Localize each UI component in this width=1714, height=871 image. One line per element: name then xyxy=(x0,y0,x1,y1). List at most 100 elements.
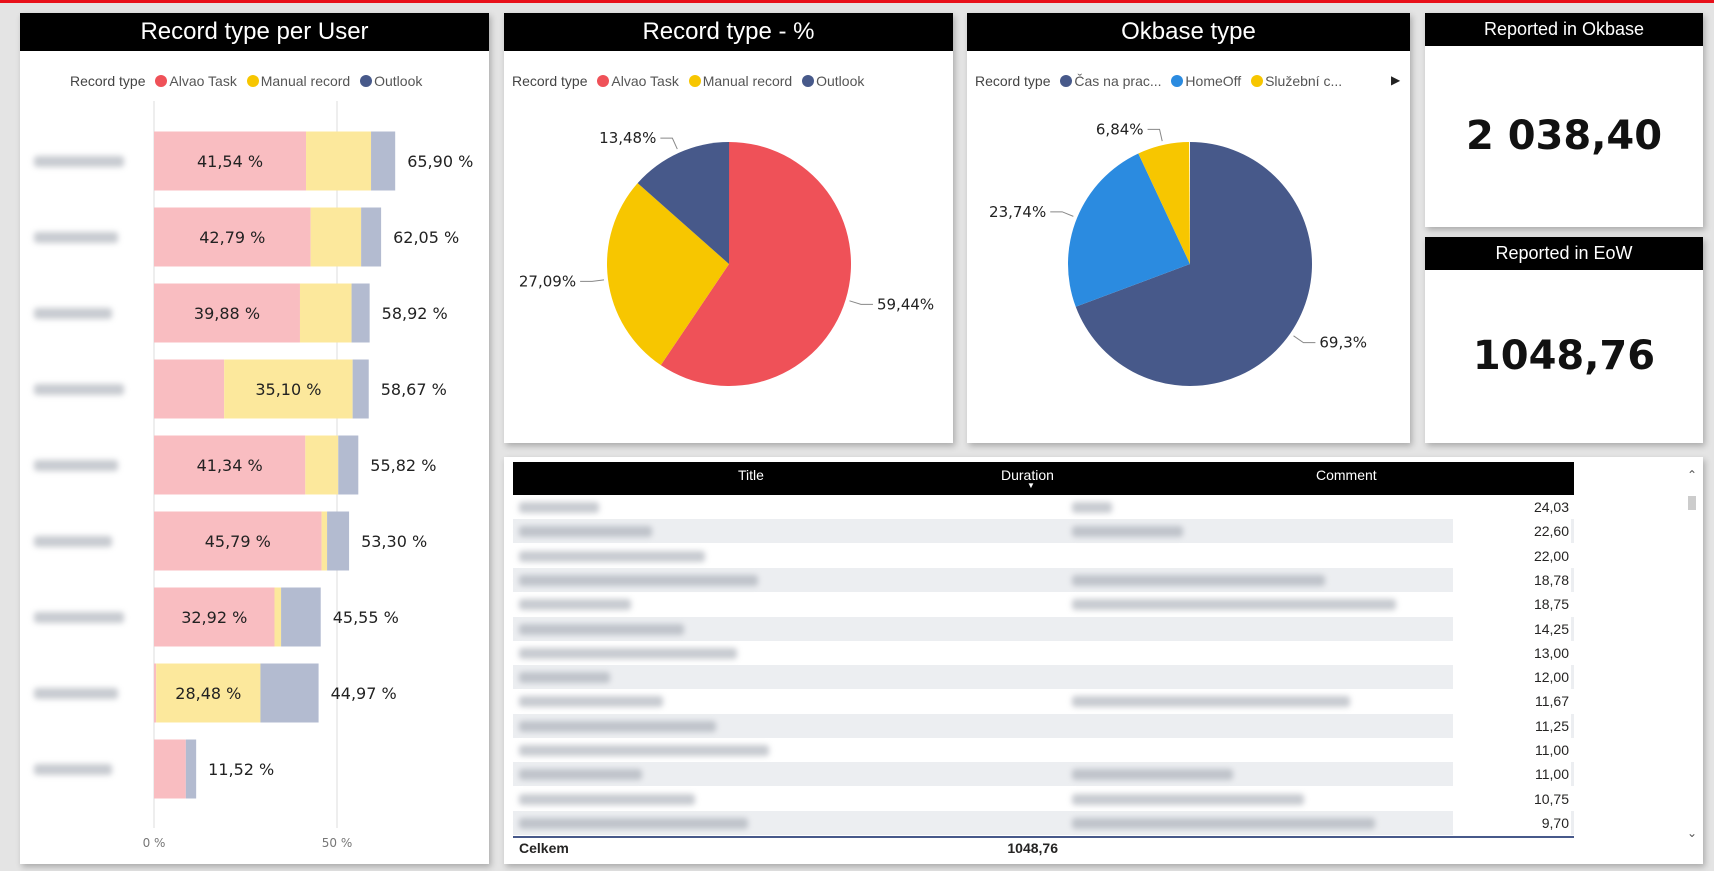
comment-cell-blurred xyxy=(1072,502,1112,513)
title-cell-blurred xyxy=(519,526,652,538)
table-row[interactable]: 12,00 xyxy=(513,665,1574,690)
bar-segment-alvao xyxy=(154,131,307,191)
bar-inner-label: 35,10 % xyxy=(255,380,321,399)
pie-slice xyxy=(1138,142,1190,264)
bar-inner-label: 28,48 % xyxy=(175,684,241,703)
legend-item-outlook[interactable]: Outlook xyxy=(360,73,422,89)
bar-inner-label: 45,79 % xyxy=(205,532,271,551)
duration-cell: 13,00 xyxy=(1453,640,1571,665)
bar-segment-alvao xyxy=(154,435,306,495)
comment-cell-blurred xyxy=(1072,599,1396,611)
leader-line xyxy=(1050,211,1074,217)
column-header-duration[interactable]: Duration xyxy=(1001,467,1054,483)
pie-slice xyxy=(1075,142,1312,386)
pie-plot: 59,44% 27,09% 13,48% xyxy=(519,129,934,386)
legend-item-homeoff[interactable]: HomeOff xyxy=(1171,73,1241,89)
record-type-percent-chart[interactable]: Record type - % Record type Alvao Task M… xyxy=(504,13,953,443)
table-row[interactable]: 24,03 xyxy=(513,495,1574,519)
bar-total-label: 62,05 % xyxy=(393,228,459,247)
legend-item-sluzebni[interactable]: Služební c... xyxy=(1251,73,1342,89)
bar-segment-manual xyxy=(310,207,362,267)
table-row[interactable]: 9,70 xyxy=(513,810,1574,835)
duration-cell: 22,60 xyxy=(1453,519,1571,544)
bar-total-label: 11,52 % xyxy=(208,760,274,779)
scrollbar[interactable]: ⌃ ⌄ xyxy=(1686,468,1698,848)
bar-segment-manual xyxy=(306,131,372,191)
duration-cell: 9,70 xyxy=(1453,810,1571,835)
table-row[interactable]: 18,78 xyxy=(513,567,1574,592)
pie-data-label: 27,09% xyxy=(519,272,576,290)
bar-segment-manual xyxy=(224,359,353,419)
duration-cell: 12,00 xyxy=(1453,665,1571,690)
pie-slice xyxy=(1068,153,1190,307)
chart-legend: Record type Alvao Task Manual record Out… xyxy=(70,73,428,89)
title-cell-blurred xyxy=(519,817,748,829)
table-row[interactable]: 11,25 xyxy=(513,713,1574,738)
leader-line xyxy=(849,300,873,305)
comment-cell-blurred xyxy=(1072,769,1233,781)
title-cell-blurred xyxy=(519,502,599,513)
chart-legend: Record type Čas na prac... HomeOff Služe… xyxy=(975,73,1348,89)
reported-eow-card: Reported in EoW 1048,76 xyxy=(1425,237,1703,443)
title-cell-blurred xyxy=(519,769,642,781)
table-row[interactable]: 11,00 xyxy=(513,762,1574,787)
legend-next-arrow-icon[interactable]: ▶ xyxy=(1391,73,1401,87)
user-name-blurred xyxy=(34,536,112,547)
top-accent-line xyxy=(0,0,1714,3)
bar-total-label: 65,90 % xyxy=(407,152,473,171)
leader-line xyxy=(1293,335,1316,344)
chart-title: Okbase type xyxy=(967,13,1410,51)
user-name-blurred xyxy=(34,612,124,623)
bar-segment-alvao xyxy=(154,739,186,799)
legend-item-cas-na-praci[interactable]: Čas na prac... xyxy=(1060,73,1162,89)
pie-data-label: 23,74% xyxy=(989,203,1046,221)
title-cell-blurred xyxy=(519,672,610,684)
bar-inner-label: 41,34 % xyxy=(197,456,263,475)
user-name-blurred xyxy=(34,308,112,319)
legend-item-manual[interactable]: Manual record xyxy=(246,73,350,89)
bar-total-label: 55,82 % xyxy=(370,456,436,475)
total-value: 1048,76 xyxy=(1007,840,1058,856)
duration-cell: 10,75 xyxy=(1453,786,1571,811)
duration-cell: 18,75 xyxy=(1453,592,1571,617)
card-title: Reported in Okbase xyxy=(1425,13,1703,46)
table-row[interactable]: 22,60 xyxy=(513,519,1574,544)
legend-title: Record type xyxy=(70,73,146,89)
table-row[interactable]: 22,00 xyxy=(513,543,1574,568)
pie-data-label: 59,44% xyxy=(877,295,934,313)
scroll-down-icon[interactable]: ⌄ xyxy=(1686,826,1698,840)
record-type-per-user-chart[interactable]: Record type per User Record type Alvao T… xyxy=(20,13,489,864)
title-cell-blurred xyxy=(519,720,716,732)
bar-segment-alvao xyxy=(154,283,300,343)
bar-segment-outlook xyxy=(371,131,396,191)
duration-cell: 11,00 xyxy=(1453,762,1571,787)
table-row[interactable]: 11,00 xyxy=(513,738,1574,762)
bar-segment-manual xyxy=(156,663,261,723)
table-row[interactable]: 10,75 xyxy=(513,786,1574,811)
legend-item-alvao[interactable]: Alvao Task xyxy=(155,73,237,89)
column-header-comment[interactable]: Comment xyxy=(1316,467,1377,483)
duration-cell: 22,00 xyxy=(1453,543,1571,568)
legend-item-manual[interactable]: Manual record xyxy=(688,73,792,89)
duration-cell: 11,25 xyxy=(1453,713,1571,738)
legend-item-outlook[interactable]: Outlook xyxy=(802,73,864,89)
title-cell-blurred xyxy=(519,574,758,586)
table-row[interactable]: 11,67 xyxy=(513,689,1574,714)
pie-data-label: 6,84% xyxy=(1096,120,1144,138)
column-header-title[interactable]: Title xyxy=(738,467,764,483)
chart-legend: Record type Alvao Task Manual record Out… xyxy=(512,73,870,89)
scroll-thumb[interactable] xyxy=(1688,496,1696,510)
duration-cell: 11,00 xyxy=(1453,738,1571,762)
bar-segment-manual xyxy=(274,587,282,647)
table-row[interactable]: 18,75 xyxy=(513,592,1574,617)
scroll-up-icon[interactable]: ⌃ xyxy=(1686,468,1698,482)
bar-plot: 0 % 50 % 41,54 % 65,90 % 42,79 % 62,05 % 39,88… xyxy=(143,101,473,850)
bar-segment-outlook xyxy=(281,587,321,647)
table-row[interactable]: 13,00 xyxy=(513,640,1574,665)
bar-total-label: 58,92 % xyxy=(382,304,448,323)
duration-cell: 11,67 xyxy=(1453,689,1571,714)
okbase-type-chart[interactable]: Okbase type Record type Čas na prac... H… xyxy=(967,13,1410,443)
user-name-blurred xyxy=(34,156,124,167)
table-row[interactable]: 14,25 xyxy=(513,616,1574,641)
legend-item-alvao[interactable]: Alvao Task xyxy=(597,73,679,89)
